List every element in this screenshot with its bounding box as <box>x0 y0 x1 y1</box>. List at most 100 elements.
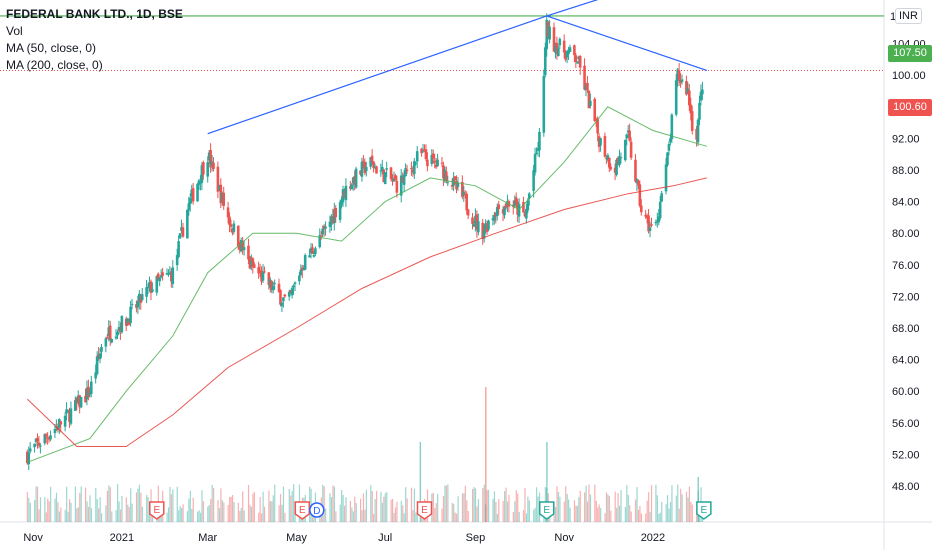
candle-body <box>420 148 423 154</box>
candle-body <box>209 150 212 168</box>
candle-body <box>175 255 179 266</box>
event-marker-E[interactable]: E <box>538 501 555 520</box>
candle-body <box>596 118 599 134</box>
ma50-line <box>27 106 707 463</box>
candle-body <box>84 395 87 403</box>
event-marker-E[interactable]: E <box>149 501 165 520</box>
volume-bar <box>250 506 253 522</box>
volume-bar <box>330 497 333 522</box>
volume-bar <box>396 501 398 522</box>
candle-body <box>238 245 242 250</box>
candle-body <box>59 421 63 425</box>
y-tick-label: 68.00 <box>892 323 920 335</box>
volume-bar <box>502 500 504 522</box>
candle-body <box>536 148 540 152</box>
candle-body <box>487 220 490 230</box>
candle-body <box>363 161 367 173</box>
candle-body <box>369 157 372 167</box>
candle-body <box>426 159 429 167</box>
candle-body <box>645 215 649 218</box>
candle-body <box>629 141 633 158</box>
volume-bar <box>355 503 357 522</box>
candle-body <box>405 169 409 172</box>
candle-body <box>257 267 260 274</box>
candle-body <box>311 247 314 254</box>
volume-bar <box>406 498 408 522</box>
candle-body <box>25 451 29 464</box>
candle-body <box>674 80 678 115</box>
candle-body <box>657 216 661 223</box>
volume-bar <box>76 508 78 522</box>
volume-bar <box>559 496 561 522</box>
volume-bar <box>188 498 190 522</box>
volume-bar <box>605 492 608 522</box>
candle-body <box>180 227 183 231</box>
event-marker-E[interactable]: E <box>294 501 311 520</box>
volume-bar <box>230 496 232 522</box>
volume-bar <box>50 486 52 522</box>
candle-body <box>635 179 639 184</box>
y-tick-label: 64.00 <box>892 355 920 367</box>
volume-bar <box>508 494 510 522</box>
candle-body <box>680 79 684 82</box>
volume-bar <box>598 504 600 522</box>
currency-badge[interactable]: INR <box>895 8 922 24</box>
candle-body <box>456 183 460 187</box>
candle-body <box>348 186 352 189</box>
candle-body <box>158 278 161 282</box>
volume-bar <box>482 488 484 522</box>
candle-body <box>616 157 620 163</box>
volume-bar <box>98 508 100 522</box>
volume-bar <box>57 502 59 522</box>
candle-body <box>252 264 256 268</box>
legend-vol[interactable]: Vol <box>6 24 23 38</box>
volume-bar <box>278 505 280 522</box>
volume-bar <box>359 498 362 522</box>
candle-body <box>161 272 164 276</box>
volume-bar <box>39 497 42 522</box>
volume-bar <box>333 486 335 522</box>
candle-body <box>309 248 313 253</box>
candle-body <box>574 55 578 62</box>
volume-bar <box>172 489 174 522</box>
volume-bar <box>556 486 558 522</box>
event-marker-E[interactable]: E <box>696 501 712 520</box>
volume-spike <box>546 442 548 522</box>
candle-body <box>130 304 134 306</box>
symbol-title[interactable]: FEDERAL BANK LTD., 1D, BSE <box>6 7 183 21</box>
event-marker-D[interactable]: D <box>309 502 325 518</box>
candle-body <box>190 189 193 197</box>
volume-bar <box>263 506 266 522</box>
candle-body <box>110 339 113 343</box>
volume-bar <box>231 494 234 522</box>
candle-body <box>466 209 470 216</box>
candle-body <box>382 169 386 183</box>
volume-bar <box>515 490 517 522</box>
candle-body <box>535 152 538 154</box>
volume-bar <box>119 509 122 522</box>
volume-bar <box>474 488 477 522</box>
candle-body <box>584 85 588 91</box>
candle-body <box>670 114 674 140</box>
y-tick-label: 52.00 <box>892 449 920 461</box>
candle-body <box>250 260 253 266</box>
candle-body <box>603 136 607 157</box>
candle-body <box>423 149 426 151</box>
volume-bar <box>223 502 225 522</box>
candle-body <box>359 170 362 175</box>
legend-ma50[interactable]: MA (50, close, 0) <box>6 41 97 55</box>
candle-body <box>637 180 640 186</box>
volume-bar <box>121 495 123 522</box>
volume-bar <box>522 510 525 522</box>
legend-ma200[interactable]: MA (200, close, 0) <box>6 58 103 72</box>
candle-body <box>575 62 579 64</box>
candle-body <box>522 202 525 213</box>
candle-body <box>44 434 48 437</box>
volume-bar <box>527 496 529 522</box>
candle-body <box>200 165 204 183</box>
volume-bar <box>453 503 455 522</box>
candle-body <box>87 386 90 398</box>
candle-body <box>139 296 143 303</box>
event-marker-E[interactable]: E <box>416 501 433 520</box>
